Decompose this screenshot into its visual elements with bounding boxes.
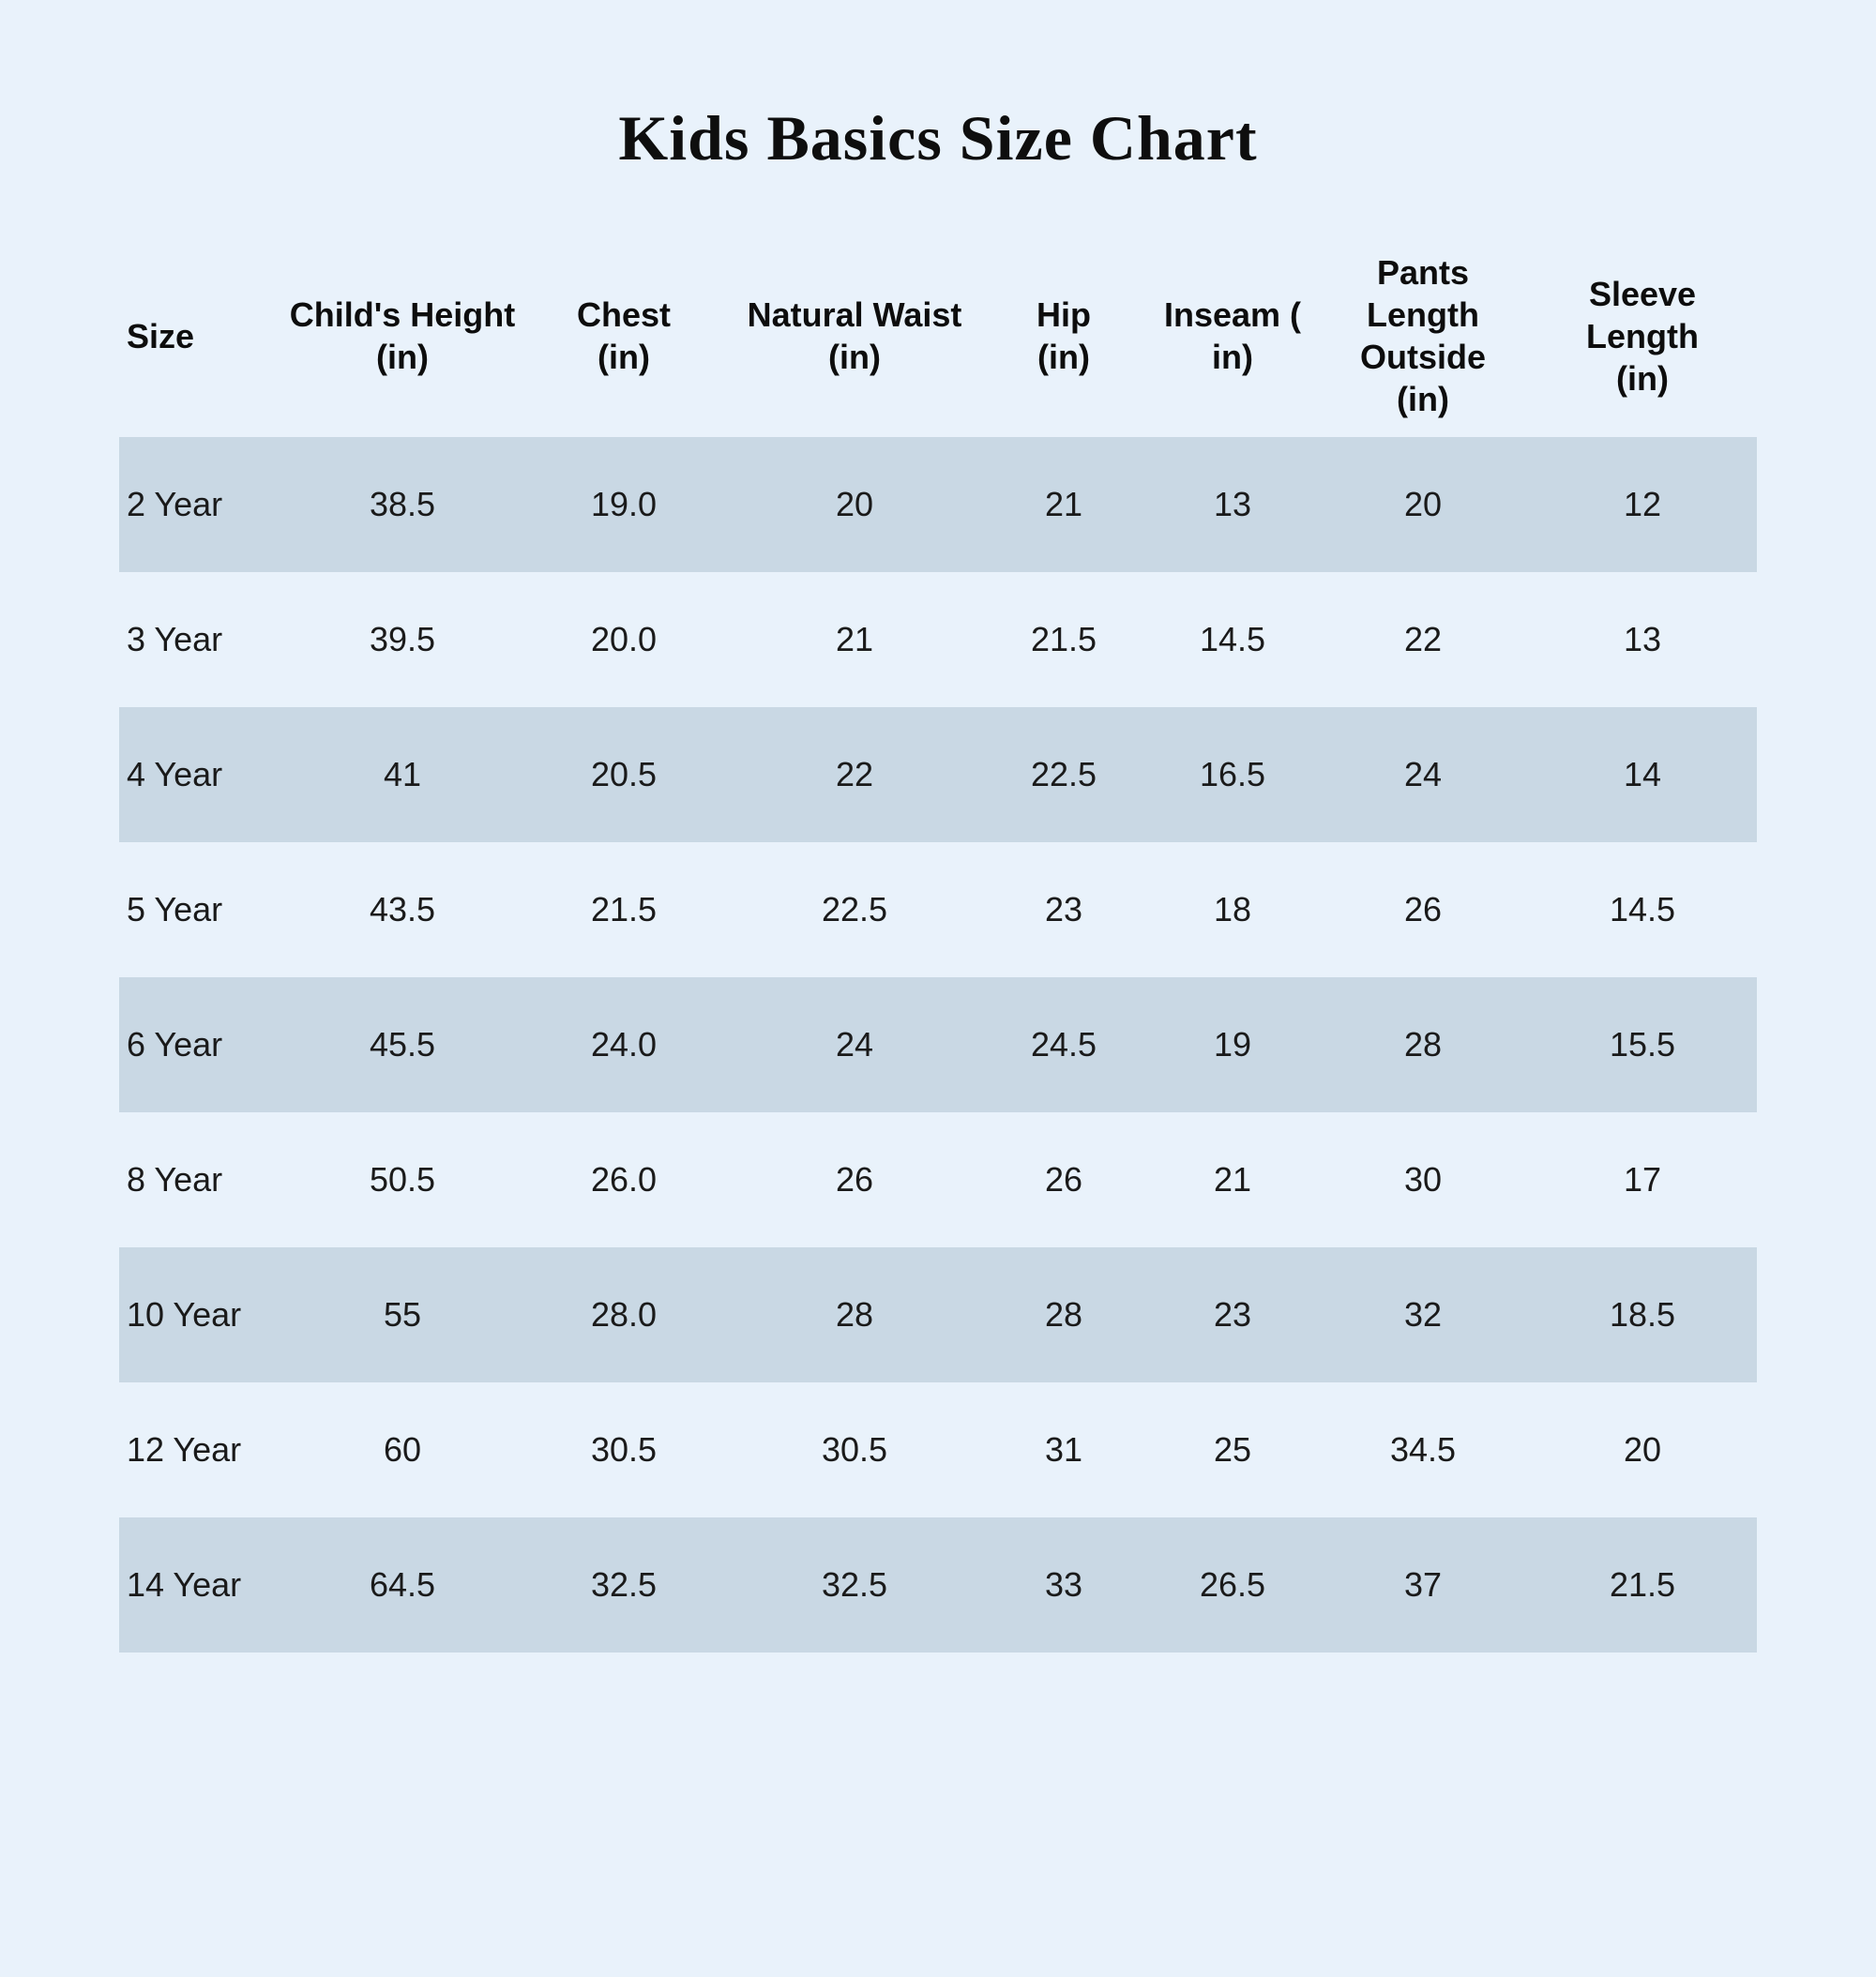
table-cell: 38.5 <box>369 485 436 524</box>
column-header-sleeve-length: Sleeve Length (in) <box>1586 274 1699 398</box>
column-header-hip: Hip (in) <box>1036 295 1091 377</box>
table-cell: 24.0 <box>590 1025 658 1064</box>
table-row: 12 Year 60 30.5 30.5 31 25 34.5 20 <box>119 1382 1757 1517</box>
table-cell: 12 Year <box>127 1430 242 1470</box>
table-cell: 15.5 <box>1609 1025 1676 1064</box>
column-header-chest: Chest (in) <box>576 295 672 377</box>
table-cell: 64.5 <box>369 1565 436 1605</box>
table-cell: 21.5 <box>590 890 658 929</box>
table-cell: 5 Year <box>127 890 223 929</box>
table-cell: 26 <box>1044 1160 1083 1200</box>
column-header-childs-height: Child's Height (in) <box>289 295 516 377</box>
table-cell: 43.5 <box>369 890 436 929</box>
table-cell: 55 <box>383 1295 422 1335</box>
page-title: Kids Basics Size Chart <box>618 102 1258 174</box>
table-cell: 20.0 <box>590 620 658 659</box>
table-cell: 24 <box>835 1025 874 1064</box>
table-cell: 13 <box>1213 485 1252 524</box>
table-cell: 25 <box>1213 1430 1252 1470</box>
table-cell: 18 <box>1213 890 1252 929</box>
table-cell: 3 Year <box>127 620 223 659</box>
table-row: 14 Year 64.5 32.5 32.5 33 26.5 37 21.5 <box>119 1517 1757 1653</box>
table-cell: 21.5 <box>1609 1565 1676 1605</box>
table-cell: 22.5 <box>821 890 888 929</box>
table-cell: 13 <box>1623 620 1662 659</box>
table-cell: 12 <box>1623 485 1662 524</box>
table-row: 8 Year 50.5 26.0 26 26 21 30 17 <box>119 1112 1757 1247</box>
table-row: 4 Year 41 20.5 22 22.5 16.5 24 14 <box>119 707 1757 843</box>
table-row: 6 Year 45.5 24.0 24 24.5 19 28 15.5 <box>119 977 1757 1113</box>
table-row: 5 Year 43.5 21.5 22.5 23 18 26 14.5 <box>119 842 1757 977</box>
table-cell: 14.5 <box>1609 890 1676 929</box>
table-cell: 37 <box>1403 1565 1443 1605</box>
table-cell: 33 <box>1044 1565 1083 1605</box>
table-cell: 20 <box>1623 1430 1662 1470</box>
table-cell: 31 <box>1044 1430 1083 1470</box>
table-cell: 32.5 <box>821 1565 888 1605</box>
table-cell: 17 <box>1623 1160 1662 1200</box>
column-header-inseam: Inseam ( in) <box>1163 295 1302 377</box>
table-cell: 23 <box>1044 890 1083 929</box>
table-cell: 26.0 <box>590 1160 658 1200</box>
table-cell: 32 <box>1403 1295 1443 1335</box>
table-cell: 10 Year <box>127 1295 242 1335</box>
table-header-row: Size Child's Height (in) Chest (in) Natu… <box>119 234 1757 437</box>
table-cell: 24.5 <box>1030 1025 1097 1064</box>
table-cell: 21 <box>1044 485 1083 524</box>
table-cell: 60 <box>383 1430 422 1470</box>
table-cell: 22.5 <box>1030 755 1097 794</box>
table-cell: 22 <box>1403 620 1443 659</box>
table-cell: 14.5 <box>1199 620 1266 659</box>
table-cell: 18.5 <box>1609 1295 1676 1335</box>
table-cell: 28 <box>1403 1025 1443 1064</box>
column-header-natural-waist: Natural Waist (in) <box>747 295 962 377</box>
table-cell: 41 <box>383 755 422 794</box>
table-cell: 20 <box>1403 485 1443 524</box>
table-cell: 8 Year <box>127 1160 223 1200</box>
table-cell: 6 Year <box>127 1025 223 1064</box>
table-cell: 28 <box>835 1295 874 1335</box>
table-cell: 21 <box>1213 1160 1252 1200</box>
table-cell: 23 <box>1213 1295 1252 1335</box>
table-cell: 26 <box>835 1160 874 1200</box>
table-cell: 30.5 <box>590 1430 658 1470</box>
table-cell: 45.5 <box>369 1025 436 1064</box>
table-cell: 16.5 <box>1199 755 1266 794</box>
table-cell: 39.5 <box>369 620 436 659</box>
column-header-size: Size <box>127 316 195 355</box>
table-cell: 14 <box>1623 755 1662 794</box>
table-cell: 21.5 <box>1030 620 1097 659</box>
table-cell: 50.5 <box>369 1160 436 1200</box>
table-cell: 24 <box>1403 755 1443 794</box>
table-cell: 22 <box>835 755 874 794</box>
table-row: 3 Year 39.5 20.0 21 21.5 14.5 22 13 <box>119 572 1757 707</box>
table-cell: 2 Year <box>127 485 223 524</box>
size-chart-table: Size Child's Height (in) Chest (in) Natu… <box>119 234 1757 1653</box>
table-cell: 34.5 <box>1389 1430 1457 1470</box>
table-cell: 30 <box>1403 1160 1443 1200</box>
table-cell: 20 <box>835 485 874 524</box>
table-cell: 20.5 <box>590 755 658 794</box>
table-cell: 19 <box>1213 1025 1252 1064</box>
table-cell: 26.5 <box>1199 1565 1266 1605</box>
table-row: 2 Year 38.5 19.0 20 21 13 20 12 <box>119 437 1757 573</box>
table-cell: 28.0 <box>590 1295 658 1335</box>
table-cell: 26 <box>1403 890 1443 929</box>
table-cell: 21 <box>835 620 874 659</box>
table-cell: 28 <box>1044 1295 1083 1335</box>
table-cell: 30.5 <box>821 1430 888 1470</box>
table-cell: 19.0 <box>590 485 658 524</box>
table-cell: 4 Year <box>127 755 223 794</box>
table-cell: 14 Year <box>127 1565 242 1605</box>
table-cell: 32.5 <box>590 1565 658 1605</box>
column-header-pants-length-outside: Pants Length Outside (in) <box>1359 253 1486 419</box>
table-row: 10 Year 55 28.0 28 28 23 32 18.5 <box>119 1247 1757 1383</box>
